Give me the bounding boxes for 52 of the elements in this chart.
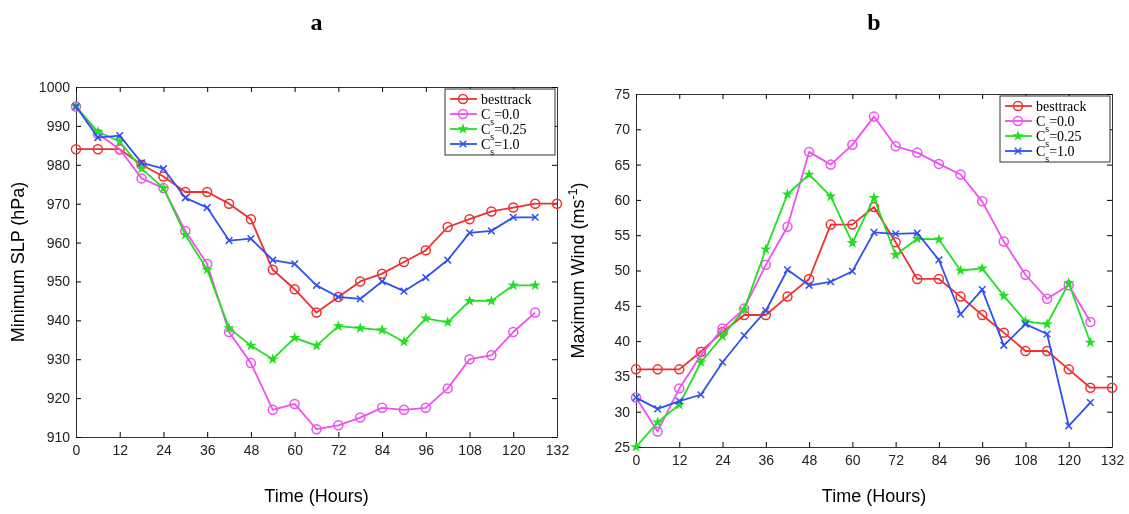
y-tick-label: 970 — [46, 195, 71, 212]
legend-label: besttrack — [1036, 99, 1087, 114]
x-tick-label: 60 — [845, 451, 861, 468]
x-tick-label: 72 — [888, 451, 905, 468]
y-tick-label: 1000 — [38, 78, 71, 95]
x-tick-label: 120 — [1057, 451, 1082, 468]
x-tick-label: 72 — [331, 441, 347, 458]
x-tick-label: 96 — [974, 451, 991, 468]
y-tick-label: 45 — [614, 297, 631, 314]
y-axis-title: Minimum SLP (hPa) — [8, 181, 28, 343]
y-tick-label: 35 — [614, 368, 631, 385]
x-tick-label: 36 — [199, 441, 216, 458]
chart-title: a — [310, 9, 323, 35]
y-tick-label: 75 — [614, 85, 631, 102]
x-tick-label: 84 — [931, 451, 948, 468]
x-tick-label: 120 — [502, 441, 526, 458]
x-tick-label: 60 — [287, 441, 304, 458]
y-tick-label: 950 — [46, 273, 71, 290]
x-tick-label: 48 — [243, 441, 260, 458]
x-tick-label: 96 — [418, 441, 435, 458]
x-tick-label: 0 — [632, 451, 641, 468]
y-tick-label: 65 — [614, 156, 631, 173]
x-tick-label: 36 — [758, 451, 775, 468]
y-tick-label: 25 — [614, 438, 631, 455]
x-tick-label: 12 — [671, 451, 688, 468]
y-tick-label: 55 — [614, 227, 631, 244]
y-tick-label: 960 — [46, 234, 71, 251]
y-tick-label: 70 — [614, 121, 631, 138]
y-tick-label: 980 — [46, 156, 71, 173]
y-tick-label: 60 — [614, 191, 631, 208]
y-tick-label: 50 — [614, 262, 631, 279]
y-tick-label: 920 — [46, 390, 71, 407]
x-tick-label: 12 — [112, 441, 129, 458]
y-tick-label: 910 — [46, 428, 71, 445]
x-tick-label: 132 — [1100, 451, 1125, 468]
x-tick-label: 132 — [545, 441, 570, 458]
chart-title: b — [867, 9, 881, 35]
x-axis-title: Time (Hours) — [264, 486, 369, 506]
x-tick-label: 108 — [458, 441, 482, 458]
x-tick-label: 24 — [715, 451, 732, 468]
x-tick-label: 108 — [1014, 451, 1038, 468]
y-tick-label: 930 — [46, 351, 71, 368]
x-tick-label: 24 — [156, 441, 172, 458]
x-tick-label: 84 — [374, 441, 391, 458]
y-tick-label: 940 — [46, 312, 71, 329]
y-tick-label: 40 — [614, 333, 631, 350]
x-tick-label: 48 — [801, 451, 818, 468]
y-tick-label: 990 — [46, 117, 71, 134]
y-tick-label: 30 — [614, 403, 631, 420]
x-tick-label: 0 — [72, 441, 81, 458]
legend-label: besttrack — [481, 92, 532, 107]
x-axis-title: Time (Hours) — [821, 486, 927, 506]
